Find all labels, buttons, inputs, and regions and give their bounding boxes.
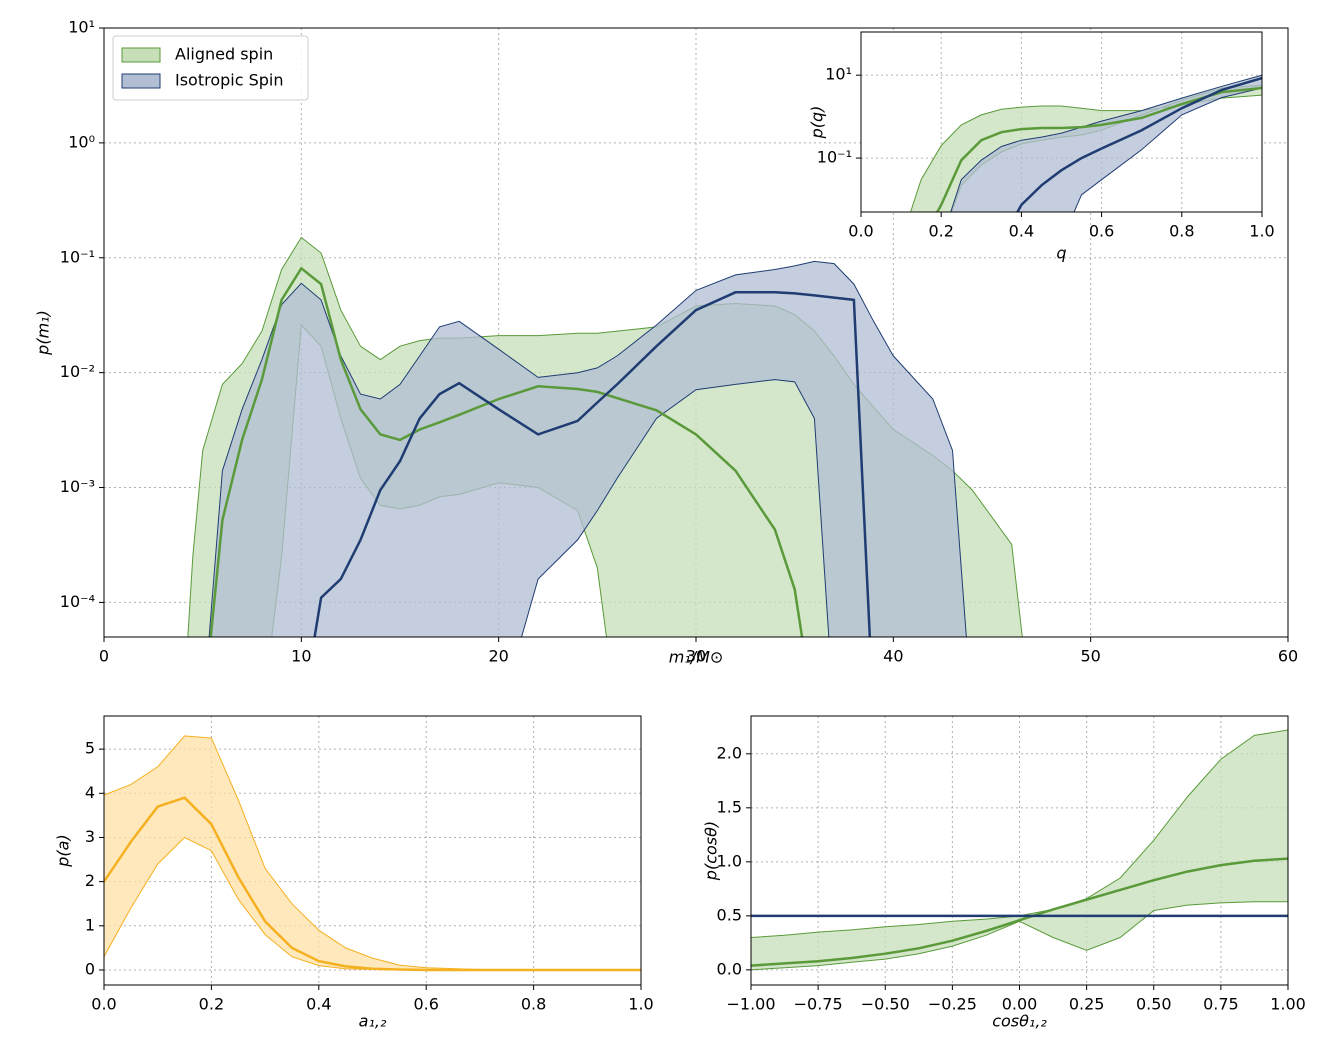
x-tick-label: 0.6	[413, 995, 438, 1014]
y-tick-label: 10¹	[68, 18, 95, 37]
y-axis-label: p(q)	[808, 106, 827, 140]
panel: 0.0 0.2 0.4 0.6 0.8 1.0 10⁻¹ 10¹ q p(q)	[808, 31, 1275, 263]
x-tick-label: −0.50	[861, 995, 910, 1014]
x-tick-label: 50	[1080, 647, 1100, 666]
y-tick-label: 2.0	[717, 743, 742, 762]
frame	[860, 31, 1263, 213]
y-tick-label: 10¹	[825, 65, 852, 84]
x-tick-label: 1.0	[1249, 222, 1274, 241]
x-tick-label: 0.4	[306, 995, 331, 1014]
y-tick-label: 10⁰	[68, 132, 95, 151]
y-tick-label: 2	[85, 871, 95, 890]
y-tick-label: 4	[85, 783, 95, 802]
x-tick-label: 0.8	[1169, 222, 1194, 241]
x-tick-label: 0.2	[199, 995, 224, 1014]
plot-marks	[187, 236, 1023, 637]
x-tick-label: 1.00	[1270, 995, 1306, 1014]
legend: Aligned spin Isotropic Spin	[112, 35, 309, 101]
y-tick-label: 10⁻⁴	[60, 592, 95, 611]
x-tick-label: 0.0	[91, 995, 116, 1014]
median-line	[1016, 76, 1262, 212]
x-tick-label: 0	[99, 647, 109, 666]
x-tick-label: −0.25	[928, 995, 977, 1014]
y-axis-label: p(m₁)	[34, 310, 53, 356]
x-tick-label: 0.4	[1009, 222, 1034, 241]
x-tick-label: 60	[1278, 647, 1298, 666]
x-tick-label: 20	[488, 647, 508, 666]
x-tick-label: 0.8	[521, 995, 546, 1014]
median-line	[935, 86, 1262, 212]
x-tick-label: 0.0	[848, 222, 873, 241]
legend-label: Isotropic Spin	[175, 71, 284, 90]
y-tick-label: 10⁻²	[60, 362, 95, 381]
y-tick-label: 1.5	[717, 797, 742, 816]
panel: −1.00 −0.75 −0.50 −0.25 0.00 0.25 0.50 0.75 1.00…	[702, 715, 1306, 1031]
legend-box	[112, 35, 309, 101]
frame	[103, 715, 642, 986]
band	[208, 260, 967, 637]
x-tick-label: 10	[291, 647, 311, 666]
x-tick-label: 30	[686, 647, 706, 666]
median-line	[209, 266, 804, 637]
y-tick-label: 0.0	[717, 959, 742, 978]
x-tick-label: 1.0	[628, 995, 653, 1014]
y-tick-label: 5	[85, 739, 95, 758]
y-tick-label: 1.0	[717, 851, 742, 870]
y-axis-label: p(a)	[54, 834, 73, 867]
x-tick-label: 0.75	[1203, 995, 1239, 1014]
x-tick-label: −1.00	[726, 995, 775, 1014]
y-tick-label: 1	[85, 915, 95, 934]
band	[950, 74, 1262, 212]
x-axis-label: q	[1056, 244, 1066, 263]
x-tick-label: 40	[883, 647, 903, 666]
plot-marks	[910, 74, 1262, 212]
x-tick-label: 0.50	[1136, 995, 1172, 1014]
y-tick-label: 10⁻¹	[817, 148, 852, 167]
plot-marks	[104, 735, 641, 972]
band	[751, 729, 1288, 971]
x-tick-label: 0.2	[928, 222, 953, 241]
x-tick-label: 0.6	[1089, 222, 1114, 241]
median-line	[751, 857, 1288, 967]
frame	[103, 27, 1289, 638]
y-tick-label: 0.5	[717, 905, 742, 924]
x-axis-label: cosθ₁,₂	[992, 1012, 1047, 1031]
legend-label: Aligned spin	[175, 45, 273, 64]
frame	[750, 715, 1289, 986]
x-axis-label: a₁,₂	[359, 1012, 387, 1031]
median-line	[104, 796, 641, 972]
panel: 0.0 0.2 0.4 0.6 0.8 1.0 0 1 2 3 4 5 a₁,₂ p(a)	[54, 715, 654, 1031]
median-line	[313, 291, 872, 637]
y-axis-label: p(cosθ)	[702, 821, 721, 881]
x-tick-label: 0.00	[1002, 995, 1038, 1014]
y-tick-label: 10⁻³	[60, 477, 95, 496]
y-tick-label: 0	[85, 959, 95, 978]
legend-swatch	[121, 47, 161, 63]
x-axis-label: m₁/M⊙	[669, 648, 724, 667]
plot-marks	[751, 729, 1288, 971]
y-tick-label: 10⁻¹	[60, 247, 95, 266]
y-tick-label: 3	[85, 827, 95, 846]
legend-swatch	[121, 73, 161, 89]
x-tick-label: −0.75	[794, 995, 843, 1014]
x-tick-label: 0.25	[1069, 995, 1105, 1014]
